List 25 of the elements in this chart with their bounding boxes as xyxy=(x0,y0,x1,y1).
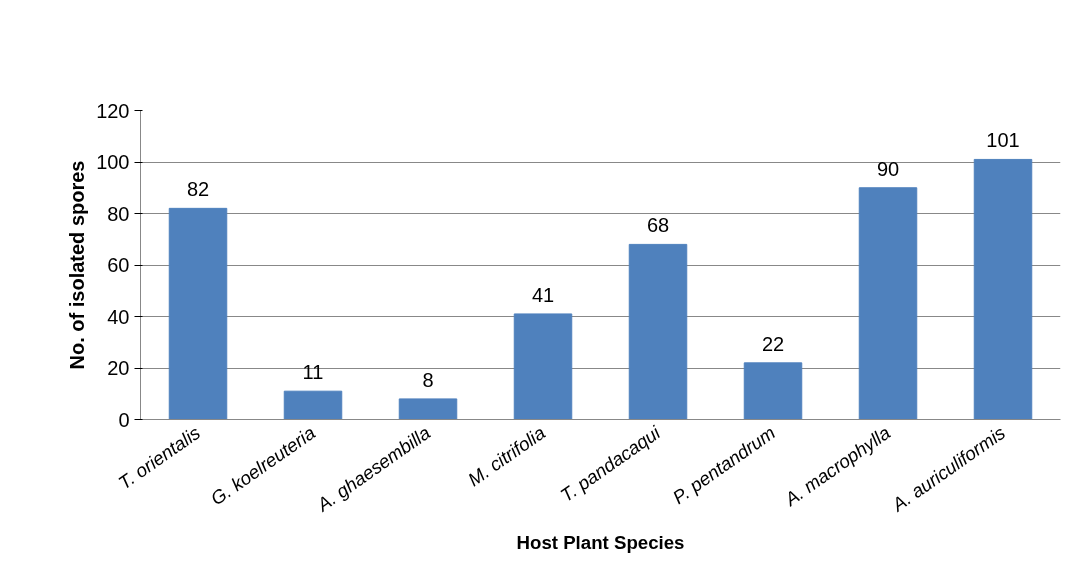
data-label: 101 xyxy=(986,129,1020,152)
y-tick-label: 80 xyxy=(107,202,130,225)
data-label: 11 xyxy=(302,361,324,384)
data-label: 22 xyxy=(761,332,785,355)
bar xyxy=(973,158,1033,420)
bar xyxy=(743,362,803,420)
data-label: 90 xyxy=(876,157,900,180)
bar xyxy=(858,187,918,420)
data-label: 82 xyxy=(186,178,210,201)
y-tick-label: 120 xyxy=(96,99,130,122)
bar xyxy=(168,207,228,420)
bar xyxy=(398,398,458,420)
y-tick-label: 0 xyxy=(118,408,130,431)
y-tick-label: 40 xyxy=(107,305,130,328)
bar xyxy=(628,243,688,420)
data-label: 41 xyxy=(531,283,555,306)
x-axis-title: Host Plant Species xyxy=(516,531,685,553)
y-axis-title: No. of isolated spores xyxy=(66,160,89,370)
data-label: 8 xyxy=(422,368,434,391)
data-label: 68 xyxy=(646,214,670,237)
bar xyxy=(283,390,343,420)
bar xyxy=(513,313,573,420)
y-tick-label: 20 xyxy=(107,357,130,379)
y-tick-label: 60 xyxy=(107,254,130,276)
y-tick-label: 100 xyxy=(96,151,130,173)
